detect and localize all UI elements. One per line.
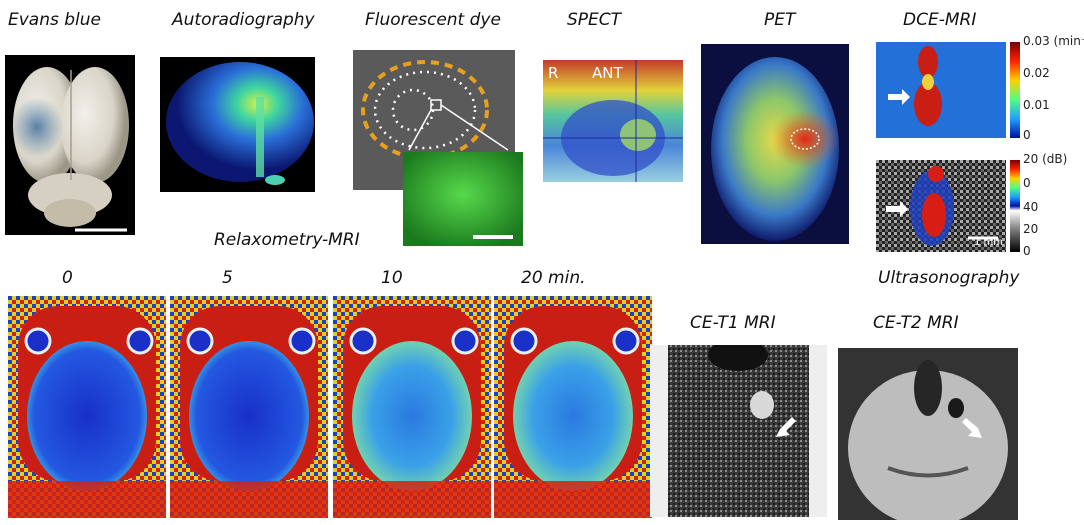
label-autoradiography: Autoradiography [172, 10, 315, 30]
pet-image [701, 44, 849, 244]
relaxometry-time-5: 5 [222, 268, 233, 288]
autoradiography-image [160, 57, 315, 192]
dce-colorbar [1010, 42, 1020, 138]
dce-colorbar-tick-2: 0.02 [1023, 66, 1050, 80]
label-relaxometry-mri: Relaxometry-MRI [214, 230, 360, 250]
spect-ant-label: ANT [592, 64, 623, 82]
us-colorbar-tick-3: 20 [1023, 222, 1039, 236]
ce-t1-mri-image [650, 345, 827, 517]
dce-colorbar-tick-0: 0 [1023, 128, 1031, 142]
label-fluorescent-dye: Fluorescent dye [365, 10, 501, 30]
spect-image [543, 60, 683, 182]
dce-colorbar-tick-1: 0.01 [1023, 98, 1050, 112]
evans-blue-image [5, 55, 135, 235]
us-colorbar-tick-0: 20 (dB) [1023, 152, 1068, 166]
spect-r-label: R [548, 64, 559, 82]
us-colorbar [1010, 160, 1020, 252]
label-evans-blue: Evans blue [8, 10, 102, 30]
label-dce-mri: DCE-MRI [903, 10, 977, 30]
label-ce-t2-mri: CE-T2 MRI [873, 313, 959, 333]
ce-t2-mri-image [838, 348, 1018, 520]
us-scale-label: 1 mm [974, 237, 1004, 248]
relaxometry-time-20: 20 min. [521, 268, 586, 288]
relaxometry-map-20 [494, 296, 652, 518]
label-spect: SPECT [567, 10, 622, 30]
dce-mri-image [876, 42, 1006, 138]
fluorescent-dye-zoom [403, 152, 523, 246]
label-ce-t1-mri: CE-T1 MRI [690, 313, 776, 333]
label-pet: PET [764, 10, 796, 30]
us-colorbar-tick-2: 40 [1023, 200, 1039, 214]
ultrasonography-image [876, 160, 1006, 252]
label-ultrasonography: Ultrasonography [878, 268, 1020, 288]
relaxometry-map-5 [170, 296, 328, 518]
us-colorbar-tick-4: 0 [1023, 244, 1031, 258]
relaxometry-time-0: 0 [62, 268, 73, 288]
relaxometry-map-10 [333, 296, 491, 518]
us-colorbar-tick-1: 0 [1023, 176, 1031, 190]
dce-colorbar-tick-max: 0.03 (min⁻¹) [1023, 34, 1084, 48]
relaxometry-map-0 [8, 296, 166, 518]
relaxometry-time-10: 10 [381, 268, 403, 288]
